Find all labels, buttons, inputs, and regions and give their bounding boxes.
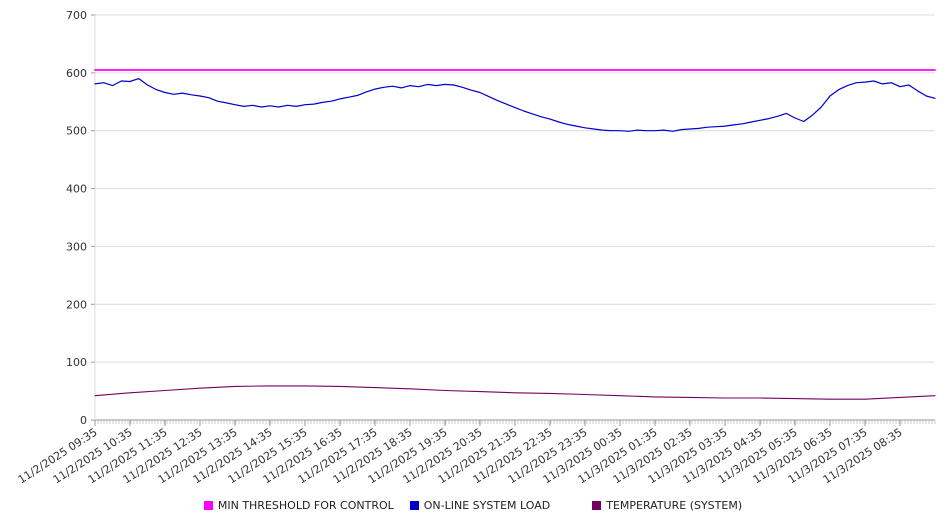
legend-label-temperature-system: TEMPERATURE (SYSTEM) [606, 499, 743, 512]
svg-text:400: 400 [66, 183, 87, 196]
svg-text:600: 600 [66, 67, 87, 80]
svg-text:100: 100 [66, 356, 87, 369]
legend-label-min-threshold: MIN THRESHOLD FOR CONTROL [217, 499, 394, 512]
legend-swatch-temperature-system [592, 501, 602, 510]
legend-label-online-system-load: ON-LINE SYSTEM LOAD [423, 499, 551, 512]
svg-text:0: 0 [80, 414, 87, 427]
legend-swatch-min-threshold [203, 501, 213, 510]
legend-swatch-online-system-load [409, 501, 419, 510]
legend-item-temperature-system: TEMPERATURE (SYSTEM) [592, 499, 742, 512]
chart-legend: MIN THRESHOLD FOR CONTROL ON-LINE SYSTEM… [0, 499, 946, 512]
svg-text:300: 300 [66, 240, 87, 253]
svg-text:500: 500 [66, 125, 87, 138]
svg-text:200: 200 [66, 298, 87, 311]
legend-item-online-system-load: ON-LINE SYSTEM LOAD [409, 499, 551, 512]
legend-item-min-threshold: MIN THRESHOLD FOR CONTROL [203, 499, 394, 512]
svg-text:700: 700 [66, 9, 87, 22]
